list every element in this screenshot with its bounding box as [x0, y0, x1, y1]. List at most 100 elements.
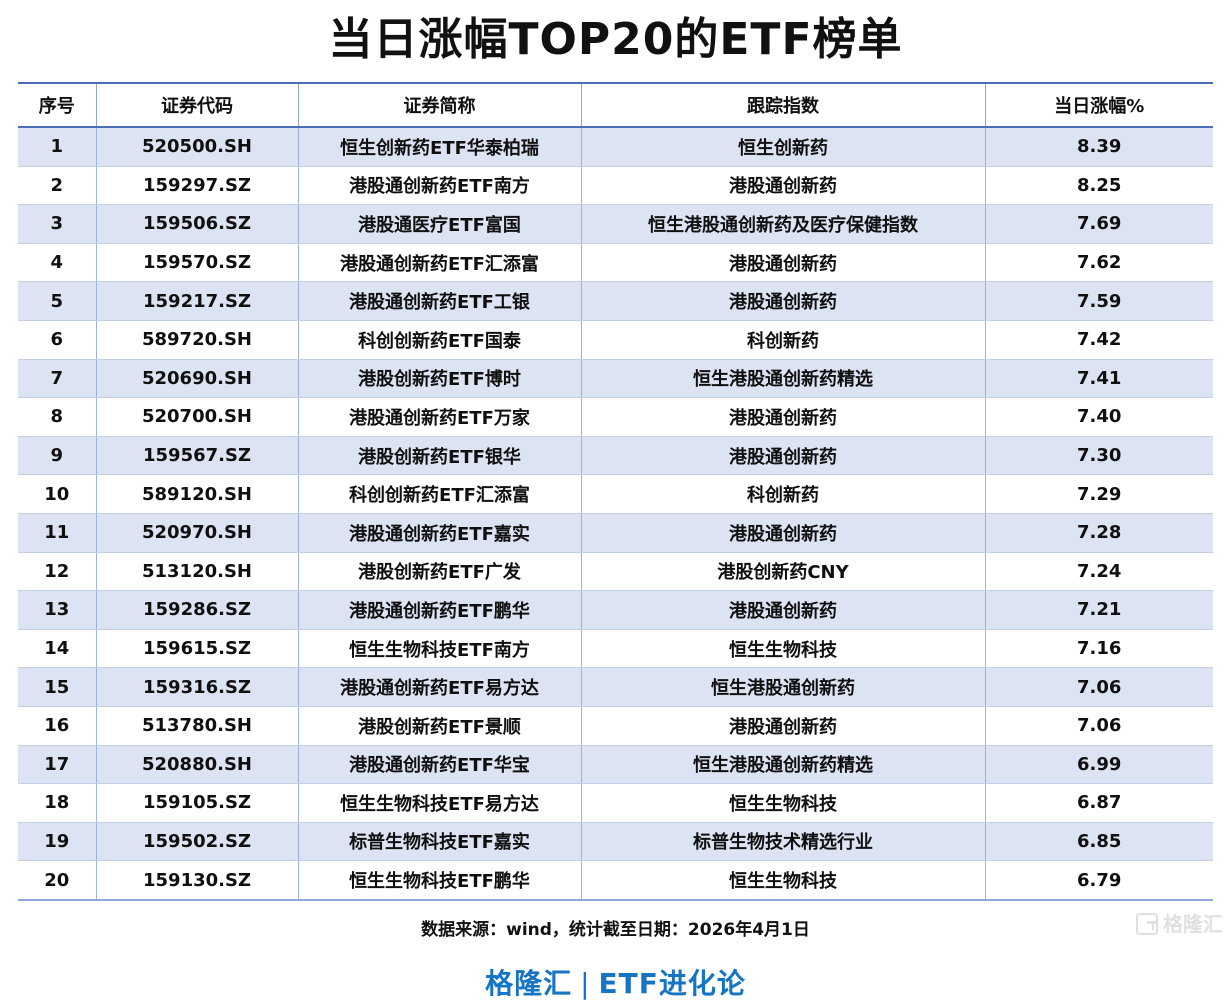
cell-name: 恒生创新药ETF华泰柏瑞	[297, 127, 582, 167]
cell-index: 恒生生物科技	[580, 629, 986, 669]
cell-name: 港股通创新药ETF易方达	[297, 667, 582, 707]
cell-index: 港股创新药CNY	[580, 552, 986, 592]
cell-index: 港股通创新药	[580, 281, 986, 321]
cell-name: 恒生生物科技ETF易方达	[297, 783, 582, 823]
cell-code: 513120.SH	[95, 552, 299, 592]
cell-code: 159130.SZ	[95, 860, 299, 901]
cell-pct: 8.25	[984, 166, 1213, 206]
table-row: 15 159316.SZ 港股通创新药ETF易方达 恒生港股通创新药 7.06	[18, 667, 1213, 707]
cell-code: 520690.SH	[95, 359, 299, 399]
table-row: 9 159567.SZ 港股创新药ETF银华 港股通创新药 7.30	[18, 436, 1213, 476]
cell-seq: 10	[18, 474, 97, 514]
table-row: 12 513120.SH 港股创新药ETF广发 港股创新药CNY 7.24	[18, 552, 1213, 592]
cell-seq: 2	[18, 166, 97, 206]
cell-code: 159217.SZ	[95, 281, 299, 321]
cell-code: 159502.SZ	[95, 822, 299, 862]
cell-code: 520700.SH	[95, 397, 299, 437]
table-row: 2 159297.SZ 港股通创新药ETF南方 港股通创新药 8.25	[18, 166, 1213, 206]
cell-index: 恒生港股通创新药	[580, 667, 986, 707]
column-header-pct: 当日涨幅%	[984, 82, 1213, 128]
cell-pct: 7.40	[984, 397, 1213, 437]
etf-ranking-table: 序号 证券代码 证券简称 跟踪指数 当日涨幅% 1 520500.SH 恒生创新药E…	[18, 82, 1213, 901]
cell-pct: 6.99	[984, 745, 1213, 785]
table-header-row: 序号 证券代码 证券简称 跟踪指数 当日涨幅%	[18, 82, 1213, 128]
cell-code: 159570.SZ	[95, 243, 299, 283]
cell-code: 159567.SZ	[95, 436, 299, 476]
cell-index: 恒生生物科技	[580, 783, 986, 823]
cell-seq: 9	[18, 436, 97, 476]
table-row: 19 159502.SZ 标普生物科技ETF嘉实 标普生物技术精选行业 6.85	[18, 822, 1213, 862]
table-row: 1 520500.SH 恒生创新药ETF华泰柏瑞 恒生创新药 8.39	[18, 127, 1213, 167]
cell-seq: 17	[18, 745, 97, 785]
cell-seq: 1	[18, 127, 97, 167]
cell-code: 159615.SZ	[95, 629, 299, 669]
cell-seq: 6	[18, 320, 97, 360]
cell-code: 589720.SH	[95, 320, 299, 360]
brand-separator: |	[580, 966, 591, 1000]
brand-footer: 格隆汇 | ETF进化论	[0, 962, 1231, 1002]
column-header-index: 跟踪指数	[580, 82, 986, 128]
column-header-seq: 序号	[18, 82, 97, 128]
cell-index: 港股通创新药	[580, 436, 986, 476]
cell-index: 恒生港股通创新药精选	[580, 359, 986, 399]
cell-index: 港股通创新药	[580, 243, 986, 283]
cell-name: 恒生生物科技ETF南方	[297, 629, 582, 669]
table-header: 序号 证券代码 证券简称 跟踪指数 当日涨幅%	[18, 82, 1213, 128]
table-row: 4 159570.SZ 港股通创新药ETF汇添富 港股通创新药 7.62	[18, 243, 1213, 283]
cell-seq: 5	[18, 281, 97, 321]
cell-seq: 14	[18, 629, 97, 669]
page-title: 当日涨幅TOP20的ETF榜单	[328, 14, 903, 65]
cell-code: 159506.SZ	[95, 204, 299, 244]
cell-seq: 15	[18, 667, 97, 707]
cell-pct: 7.29	[984, 474, 1213, 514]
etf-table-container: 序号 证券代码 证券简称 跟踪指数 当日涨幅% 1 520500.SH 恒生创新药E…	[18, 82, 1213, 901]
cell-seq: 4	[18, 243, 97, 283]
watermark-label: 格隆汇	[1163, 912, 1223, 936]
cell-seq: 16	[18, 706, 97, 746]
cell-code: 520970.SH	[95, 513, 299, 553]
cell-pct: 6.79	[984, 860, 1213, 901]
cell-seq: 12	[18, 552, 97, 592]
cell-pct: 7.69	[984, 204, 1213, 244]
cell-name: 港股通创新药ETF汇添富	[297, 243, 582, 283]
cell-name: 港股通创新药ETF华宝	[297, 745, 582, 785]
cell-index: 港股通创新药	[580, 590, 986, 630]
cell-seq: 13	[18, 590, 97, 630]
cell-seq: 11	[18, 513, 97, 553]
cell-index: 恒生生物科技	[580, 860, 986, 901]
data-source-note: 数据来源：wind，统计截至日期：2026年4月1日	[421, 919, 810, 940]
cell-pct: 7.28	[984, 513, 1213, 553]
cell-name: 港股通创新药ETF工银	[297, 281, 582, 321]
cell-pct: 7.42	[984, 320, 1213, 360]
cell-pct: 7.30	[984, 436, 1213, 476]
cell-index: 港股通创新药	[580, 397, 986, 437]
brand-column-name: ETF进化论	[598, 966, 746, 1000]
cell-name: 港股通创新药ETF鹏华	[297, 590, 582, 630]
cell-name: 港股通创新药ETF南方	[297, 166, 582, 206]
table-row: 14 159615.SZ 恒生生物科技ETF南方 恒生生物科技 7.16	[18, 629, 1213, 669]
cell-seq: 19	[18, 822, 97, 862]
cell-seq: 7	[18, 359, 97, 399]
cell-seq: 8	[18, 397, 97, 437]
cell-name: 港股通创新药ETF嘉实	[297, 513, 582, 553]
cell-name: 标普生物科技ETF嘉实	[297, 822, 582, 862]
table-row: 10 589120.SH 科创创新药ETF汇添富 科创新药 7.29	[18, 474, 1213, 514]
brand-name: 格隆汇	[485, 966, 573, 1000]
cell-code: 159286.SZ	[95, 590, 299, 630]
etf-ranking-page: 当日涨幅TOP20的ETF榜单 序号 证券代码 证券简称 跟踪指数 当日涨幅% …	[18, 14, 1223, 1000]
table-row: 13 159286.SZ 港股通创新药ETF鹏华 港股通创新药 7.21	[18, 590, 1213, 630]
gelonghui-logo-icon	[1136, 913, 1158, 935]
cell-pct: 8.39	[984, 127, 1213, 167]
cell-name: 科创创新药ETF汇添富	[297, 474, 582, 514]
cell-pct: 7.21	[984, 590, 1213, 630]
cell-index: 科创新药	[580, 474, 986, 514]
cell-index: 标普生物技术精选行业	[580, 822, 986, 862]
cell-index: 港股通创新药	[580, 706, 986, 746]
cell-seq: 3	[18, 204, 97, 244]
cell-seq: 20	[18, 860, 97, 901]
cell-pct: 7.62	[984, 243, 1213, 283]
cell-index: 科创新药	[580, 320, 986, 360]
cell-seq: 18	[18, 783, 97, 823]
table-row: 11 520970.SH 港股通创新药ETF嘉实 港股通创新药 7.28	[18, 513, 1213, 553]
cell-code: 520500.SH	[95, 127, 299, 167]
